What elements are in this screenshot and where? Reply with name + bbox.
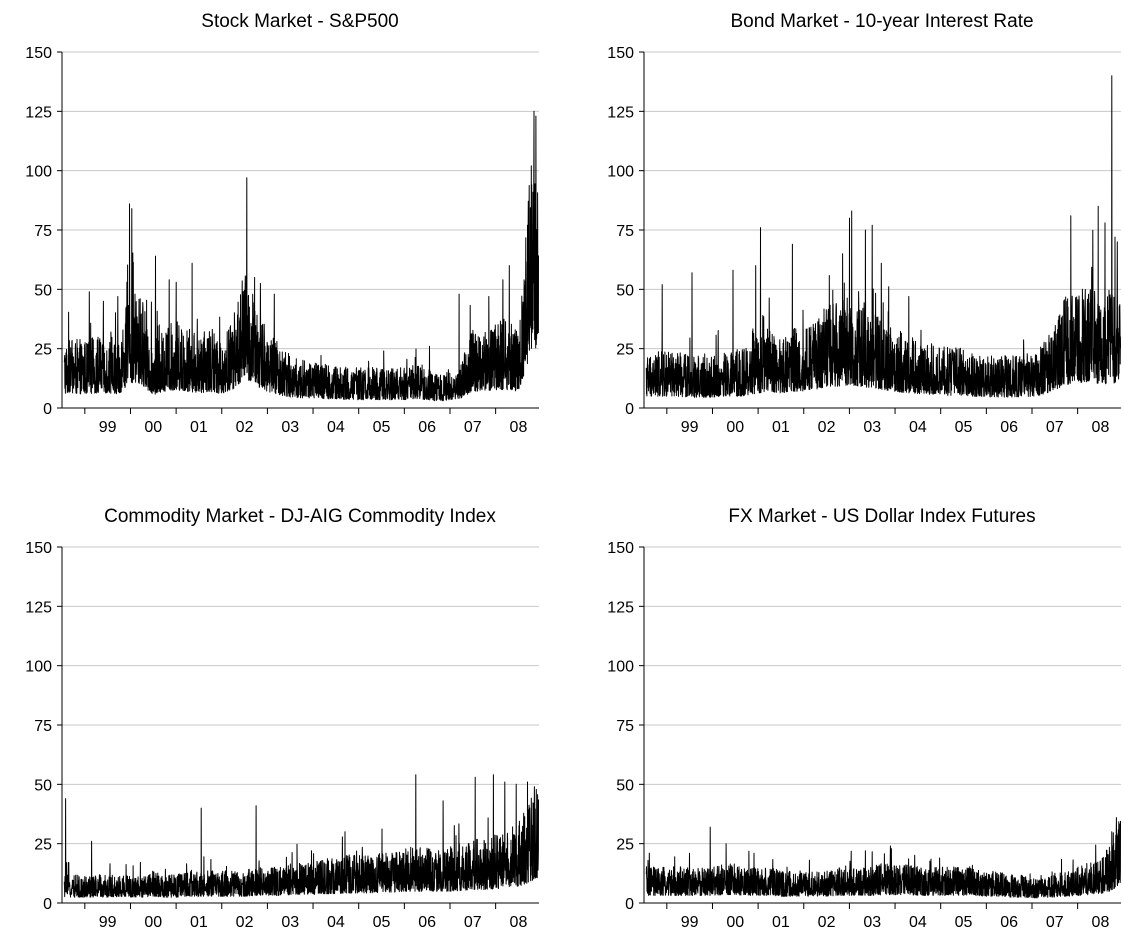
panel-title: Commodity Market - DJ-AIG Commodity Inde…: [104, 506, 496, 527]
y-tick-label: 0: [43, 401, 52, 418]
x-tick-label: 00: [144, 914, 162, 931]
series-line: [63, 110, 539, 402]
y-tick-label: 150: [607, 45, 634, 62]
y-tick-label: 25: [34, 342, 52, 359]
x-tick-label: 04: [327, 419, 345, 436]
y-tick-label: 25: [616, 837, 634, 854]
x-tick-label: 06: [1000, 914, 1018, 931]
x-tick-label: 02: [818, 914, 836, 931]
y-tick-label: 25: [616, 342, 634, 359]
x-tick-label: 08: [510, 419, 528, 436]
x-tick-label: 04: [327, 914, 345, 931]
y-tick-label: 0: [625, 401, 634, 418]
x-tick-label: 99: [99, 914, 117, 931]
x-tick-label: 00: [144, 419, 162, 436]
y-tick-label: 75: [616, 223, 634, 240]
y-tick-label: 50: [34, 282, 52, 299]
x-tick-label: 99: [99, 419, 117, 436]
x-tick-label: 02: [818, 419, 836, 436]
y-tick-label: 75: [34, 223, 52, 240]
y-tick-label: 100: [25, 659, 52, 676]
x-tick-label: 06: [418, 419, 436, 436]
x-tick-label: 05: [373, 419, 391, 436]
x-tick-label: 05: [955, 914, 973, 931]
x-tick-label: 03: [863, 419, 881, 436]
x-tick-label: 07: [464, 914, 482, 931]
x-tick-label: 04: [909, 419, 927, 436]
y-tick-label: 150: [607, 540, 634, 557]
y-tick-label: 125: [607, 104, 634, 121]
x-tick-label: 01: [772, 914, 790, 931]
y-tick-label: 125: [607, 599, 634, 616]
x-tick-label: 06: [1000, 419, 1018, 436]
y-tick-label: 125: [25, 599, 52, 616]
panel-commodity-market: Commodity Market - DJ-AIG Commodity Inde…: [25, 506, 539, 931]
x-tick-label: 03: [281, 419, 299, 436]
panel-title: Bond Market - 10-year Interest Rate: [730, 11, 1033, 32]
y-tick-label: 50: [34, 777, 52, 794]
y-tick-label: 0: [625, 896, 634, 913]
panel-title: FX Market - US Dollar Index Futures: [728, 506, 1035, 527]
y-tick-label: 100: [607, 164, 634, 181]
x-tick-label: 01: [190, 914, 208, 931]
y-tick-label: 50: [616, 777, 634, 794]
series-line: [63, 774, 539, 898]
y-tick-label: 75: [34, 718, 52, 735]
panel-stock-market: Stock Market - S&P500 0 25 50 75 100 125 150 99…: [25, 11, 539, 436]
y-tick-label: 50: [616, 282, 634, 299]
y-tick-label: 0: [43, 896, 52, 913]
x-tick-label: 00: [726, 419, 744, 436]
x-tick-label: 08: [1092, 914, 1110, 931]
x-tick-label: 01: [190, 419, 208, 436]
panel-title: Stock Market - S&P500: [201, 11, 398, 32]
x-tick-label: 07: [1046, 419, 1064, 436]
y-tick-label: 100: [607, 659, 634, 676]
x-tick-label: 02: [236, 914, 254, 931]
x-tick-label: 01: [772, 419, 790, 436]
x-tick-label: 04: [909, 914, 927, 931]
y-tick-label: 100: [25, 164, 52, 181]
x-tick-label: 03: [863, 914, 881, 931]
series-line: [645, 75, 1121, 398]
x-tick-label: 02: [236, 419, 254, 436]
y-tick-label: 25: [34, 837, 52, 854]
y-tick-label: 150: [25, 540, 52, 557]
panel-fx-market: FX Market - US Dollar Index Futures 0 25 5…: [607, 506, 1121, 931]
y-tick-label: 125: [25, 104, 52, 121]
y-tick-label: 75: [616, 718, 634, 735]
x-tick-label: 99: [681, 914, 699, 931]
x-tick-label: 05: [373, 914, 391, 931]
y-tick-label: 150: [25, 45, 52, 62]
x-tick-label: 06: [418, 914, 436, 931]
x-tick-label: 05: [955, 419, 973, 436]
series-line: [645, 817, 1121, 899]
panel-bond-market: Bond Market - 10-year Interest Rate 0 25 5…: [607, 11, 1121, 436]
x-tick-label: 07: [464, 419, 482, 436]
x-tick-label: 03: [281, 914, 299, 931]
x-tick-label: 08: [510, 914, 528, 931]
x-tick-label: 07: [1046, 914, 1064, 931]
x-tick-label: 08: [1092, 419, 1110, 436]
x-tick-label: 00: [726, 914, 744, 931]
x-tick-label: 99: [681, 419, 699, 436]
